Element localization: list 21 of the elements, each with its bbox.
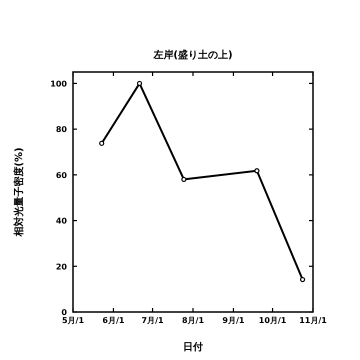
x-tick-label: 7月/1 bbox=[142, 316, 164, 325]
y-tick-label: 0 bbox=[61, 308, 68, 317]
point bbox=[136, 80, 142, 86]
y-tick-label: 40 bbox=[56, 216, 68, 226]
x-tick-label: 10月/1 bbox=[258, 316, 287, 325]
x-tick-label: 8月/1 bbox=[182, 316, 204, 325]
y-tick-label: 60 bbox=[56, 170, 68, 180]
y-axis-title: 相対光量子密度(%) bbox=[13, 147, 25, 238]
y-tick-label: 20 bbox=[56, 262, 68, 272]
x-tick-label: 11月/1 bbox=[299, 316, 328, 325]
point bbox=[300, 276, 306, 282]
point bbox=[254, 168, 260, 174]
x-tick-label: 6月/1 bbox=[102, 316, 125, 325]
point bbox=[181, 176, 186, 182]
chart-title: 左岸(盛り土の上) bbox=[152, 49, 233, 61]
x-axis-title: 日付 bbox=[183, 341, 203, 353]
x-tick-label: 5月/1 bbox=[62, 316, 84, 325]
point bbox=[99, 140, 104, 146]
y-tick-label: 80 bbox=[56, 125, 68, 134]
y-tick-label: 100 bbox=[50, 79, 68, 88]
x-tick-label: 9月/1 bbox=[222, 316, 245, 325]
